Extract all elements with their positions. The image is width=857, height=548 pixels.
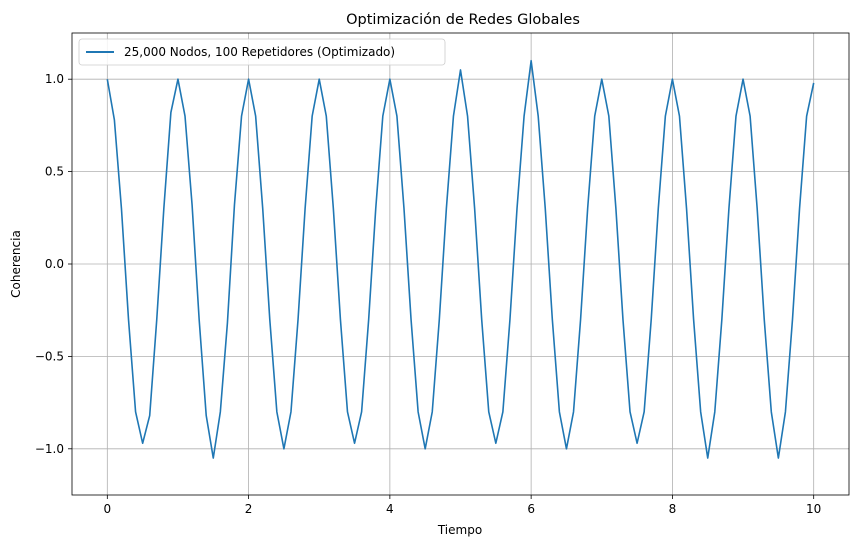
y-axis-label: Coherencia	[9, 230, 23, 298]
y-tick-label: 1.0	[45, 72, 64, 86]
x-tick-label: 4	[386, 502, 394, 516]
plot-area	[106, 59, 815, 459]
x-tick-label: 8	[669, 502, 677, 516]
legend-label: 25,000 Nodos, 100 Repetidores (Optimizad…	[124, 45, 395, 59]
x-axis-label: Tiempo	[437, 523, 482, 537]
legend: 25,000 Nodos, 100 Repetidores (Optimizad…	[78, 38, 446, 66]
y-tick-label: 0.0	[45, 257, 64, 271]
x-tick-label: 0	[103, 502, 111, 516]
y-tick-label: 0.5	[45, 165, 64, 179]
y-tick-label: −0.5	[35, 349, 64, 363]
legend-box	[78, 38, 446, 66]
x-axis: 0 2 4 6 8 10	[103, 495, 821, 516]
x-tick-label: 2	[245, 502, 253, 516]
y-axis: −1.0 −0.5 0.0 0.5 1.0	[35, 72, 72, 456]
x-tick-label: 10	[806, 502, 821, 516]
grid	[72, 33, 849, 495]
x-tick-label: 6	[527, 502, 535, 516]
y-tick-label: −1.0	[35, 442, 64, 456]
series-line	[106, 59, 815, 459]
chart-title: Optimización de Redes Globales	[346, 12, 580, 28]
